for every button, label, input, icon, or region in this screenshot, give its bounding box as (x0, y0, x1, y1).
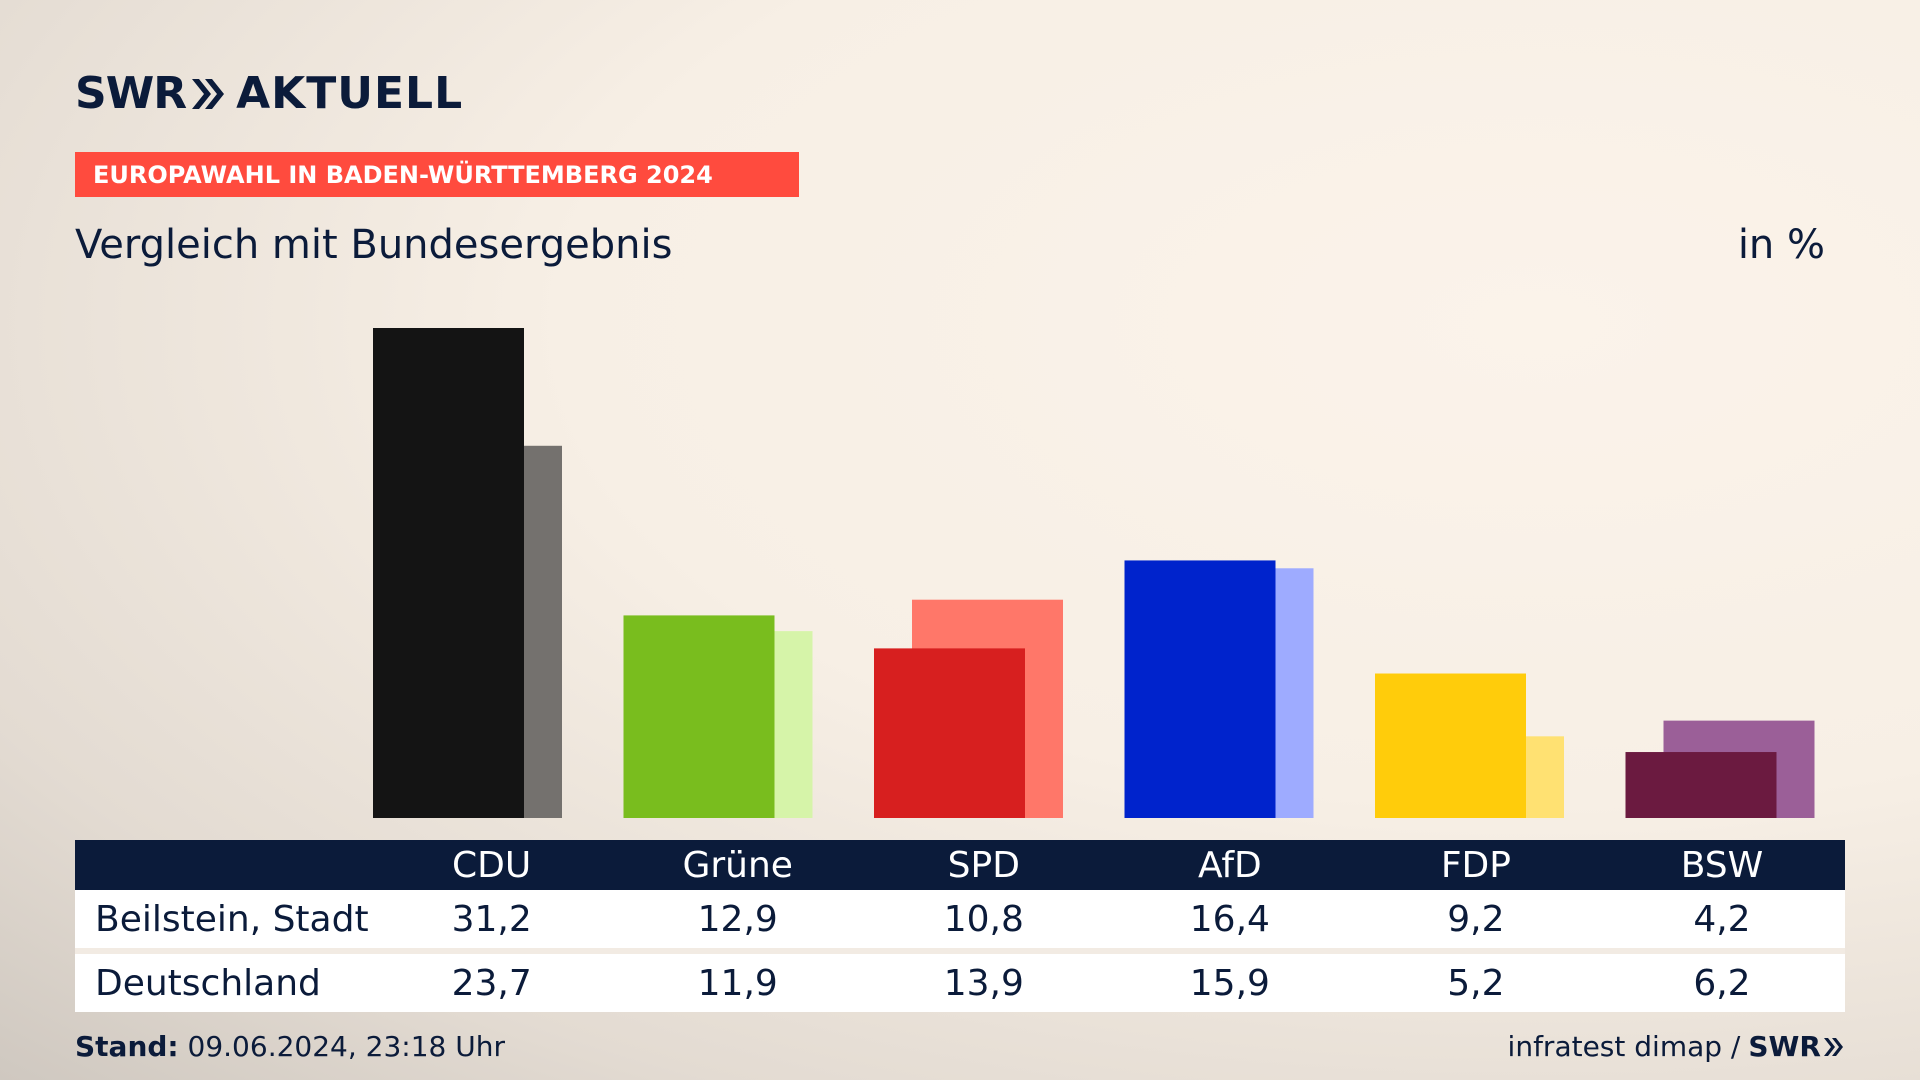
value-cell: 13,9 (943, 962, 1024, 1004)
source-credit: infratest dimap / SWR (1508, 1030, 1845, 1063)
unit-label: in % (1737, 222, 1825, 268)
bar-beilstein-cdu (373, 328, 524, 818)
swr-aktuell-logo: SWR AKTUELL (75, 68, 463, 119)
results-table: CDU Grüne SPD AfD FDP BSW Beilstein, Stadt 31,… (75, 840, 1845, 1012)
logo-text: AKTUELL (236, 68, 464, 119)
logo-mark: SWR (75, 68, 187, 119)
source-text: infratest dimap / (1507, 1030, 1741, 1063)
value-cell: 31,2 (451, 898, 532, 940)
row-label: Deutschland (95, 962, 321, 1004)
swr-brand: SWR (1748, 1030, 1821, 1063)
value-cell: 4,2 (1693, 898, 1751, 940)
value-cell: 9,2 (1447, 898, 1505, 940)
bar-beilstein-fdp (1375, 673, 1526, 818)
value-cell: 23,7 (451, 962, 532, 1004)
stand-value: 09.06.2024, 23:18 Uhr (187, 1030, 505, 1063)
bar-beilstein-spd (874, 648, 1025, 818)
table-row: Beilstein, Stadt 31,2 12,9 10,8 16,4 9,2 4,2 (75, 890, 1845, 948)
value-cell: 5,2 (1447, 962, 1505, 1004)
column-header: BSW (1680, 844, 1764, 886)
bar-beilstein-bsw (1625, 752, 1777, 818)
column-header: CDU (452, 844, 532, 886)
value-cell: 16,4 (1189, 898, 1270, 940)
column-header: Grüne (682, 844, 793, 886)
election-banner: EUROPAWAHL IN BADEN-WÜRTTEMBERG 2024 (75, 152, 799, 197)
table-row: Deutschland 23,7 11,9 13,9 15,9 5,2 6,2 (75, 948, 1845, 1012)
value-cell: 12,9 (697, 898, 778, 940)
value-cell: 10,8 (943, 898, 1024, 940)
bar-beilstein-grüne (623, 615, 775, 818)
value-cell: 15,9 (1189, 962, 1270, 1004)
header-spacer (75, 840, 369, 890)
value-cell: 6,2 (1693, 962, 1751, 1004)
double-chevron-icon-small (1824, 1037, 1843, 1056)
bar-beilstein-afd (1124, 560, 1276, 818)
timestamp: Stand: 09.06.2024, 23:18 Uhr (75, 1030, 505, 1063)
column-header: FDP (1440, 844, 1511, 886)
stand-label: Stand: (75, 1030, 179, 1063)
column-header: AfD (1197, 844, 1262, 886)
column-header: SPD (947, 844, 1020, 886)
value-cell: 11,9 (697, 962, 778, 1004)
table-header: CDU Grüne SPD AfD FDP BSW (75, 840, 1845, 890)
double-chevron-icon (192, 78, 225, 109)
chart-subtitle: Vergleich mit Bundesergebnis (75, 222, 673, 268)
row-label: Beilstein, Stadt (95, 898, 369, 940)
bar-chart (373, 328, 1815, 818)
